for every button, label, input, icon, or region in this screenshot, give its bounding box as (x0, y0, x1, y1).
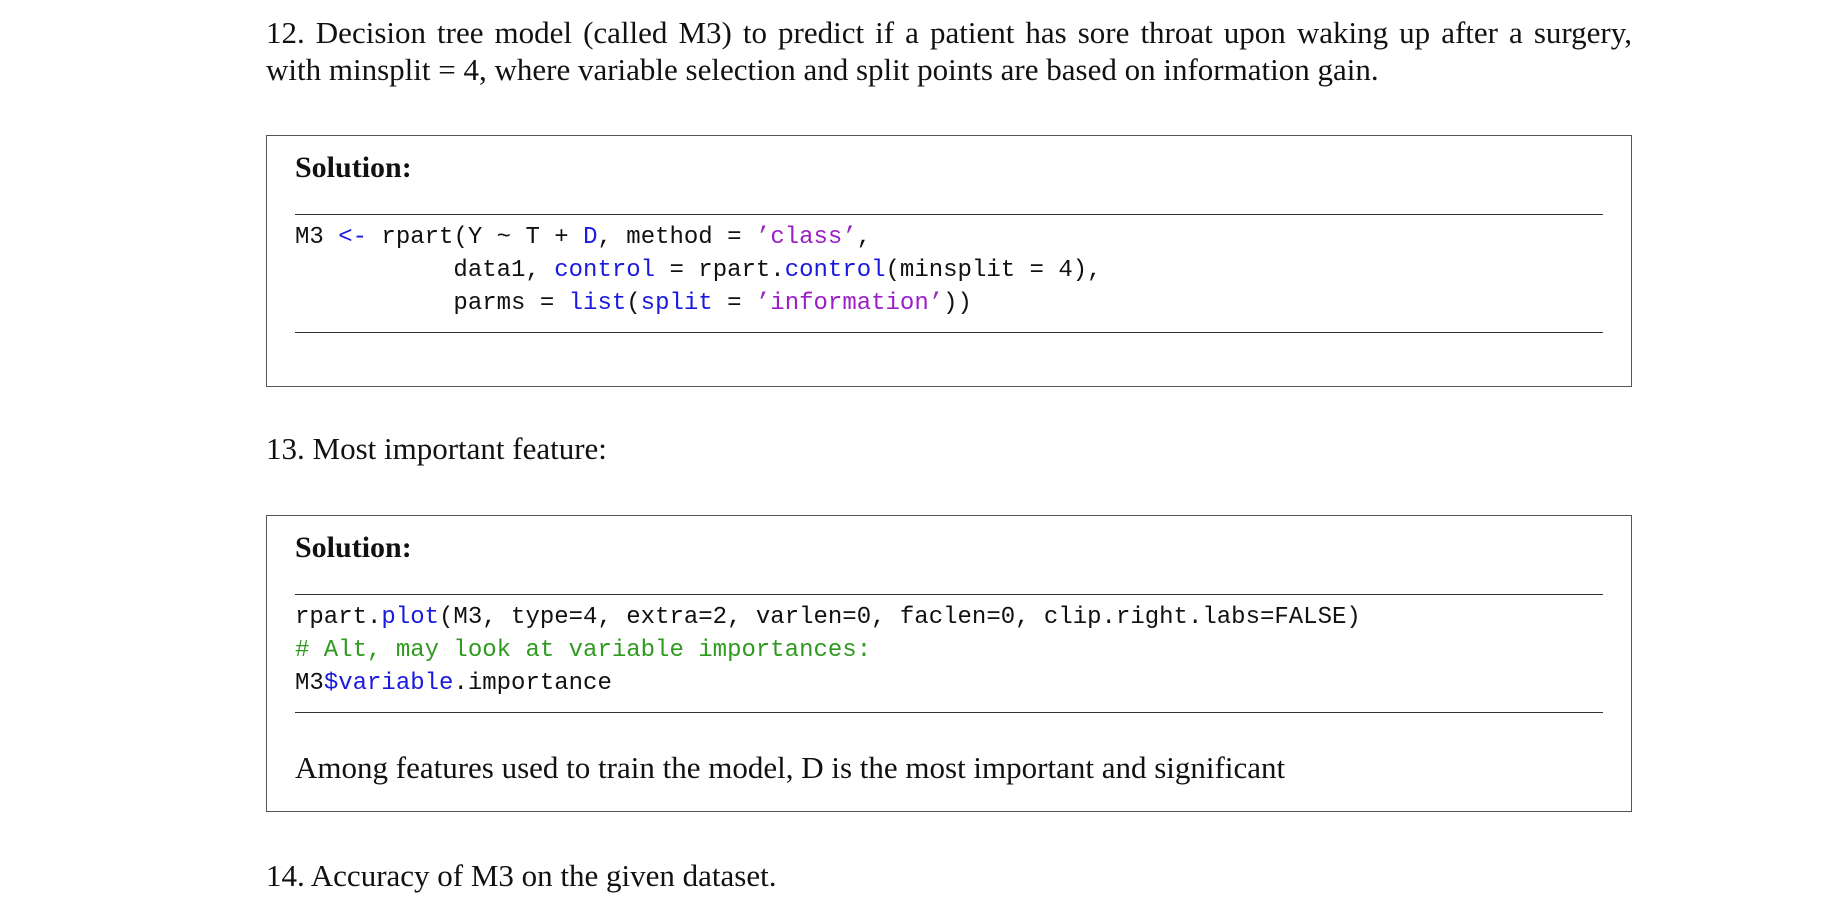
solution-answer: Among features used to train the model, … (295, 750, 1286, 785)
code-line: M3 <- rpart(Y ~ T + D, method = ’class’, (295, 224, 871, 251)
code-token: rpart. (295, 604, 382, 631)
code-bottom-rule (295, 712, 1603, 713)
code-token: M3 (295, 670, 324, 697)
question-12: 12. Decision tree model (called M3) to p… (266, 15, 1632, 87)
code-token: M3 (295, 224, 339, 251)
code-token: control (784, 257, 886, 284)
solution-box-12: Solution: M3 <- rpart(Y ~ T + D, method … (266, 135, 1632, 387)
code-line: # Alt, may look at variable importances: (295, 637, 871, 664)
code-block-13: rpart.plot(M3, type=4, extra=2, varlen=0… (295, 601, 1361, 700)
code-token: list (568, 290, 627, 317)
code-token: T + (511, 224, 584, 251)
question-13: 13. Most important feature: (266, 431, 607, 466)
code-token: )) (943, 290, 972, 317)
code-token: control (554, 257, 656, 284)
code-token: $variable (323, 670, 454, 697)
code-line: rpart.plot(M3, type=4, extra=2, varlen=0… (295, 604, 1361, 631)
code-token: ( (626, 290, 641, 317)
code-token: (minsplit = 4), (885, 257, 1102, 284)
code-top-rule (295, 594, 1603, 595)
code-token: , (856, 224, 872, 251)
code-token: plot (381, 604, 440, 631)
code-token: ’class’ (755, 224, 857, 251)
code-token: # Alt, may look at variable importances: (295, 637, 872, 664)
code-token: data1, (295, 257, 555, 284)
solution-title: Solution: (295, 531, 412, 564)
code-token: = (712, 290, 756, 317)
code-token: parms = (295, 290, 569, 317)
solution-title: Solution: (295, 151, 412, 184)
code-token: .importance (453, 670, 612, 697)
code-token: , method = (597, 224, 756, 251)
question-14: 14. Accuracy of M3 on the given dataset. (266, 858, 777, 893)
code-token: D (583, 224, 598, 251)
code-token: = rpart. (655, 257, 785, 284)
code-bottom-rule (295, 332, 1603, 333)
code-token: ~ (496, 224, 512, 251)
solution-box-13: Solution: rpart.plot(M3, type=4, extra=2… (266, 515, 1632, 812)
code-line: M3$variable.importance (295, 670, 612, 697)
code-token: split (640, 290, 713, 317)
code-line: parms = list(split = ’information’)) (295, 290, 972, 317)
code-token: <- (338, 224, 368, 251)
code-token: rpart(Y (367, 224, 497, 251)
code-block-12: M3 <- rpart(Y ~ T + D, method = ’class’,… (295, 221, 1102, 320)
code-token: (M3, type=4, extra=2, varlen=0, faclen=0… (439, 604, 1361, 631)
code-token: ’information’ (755, 290, 944, 317)
code-line: data1, control = rpart.control(minsplit … (295, 257, 1102, 284)
code-top-rule (295, 214, 1603, 215)
